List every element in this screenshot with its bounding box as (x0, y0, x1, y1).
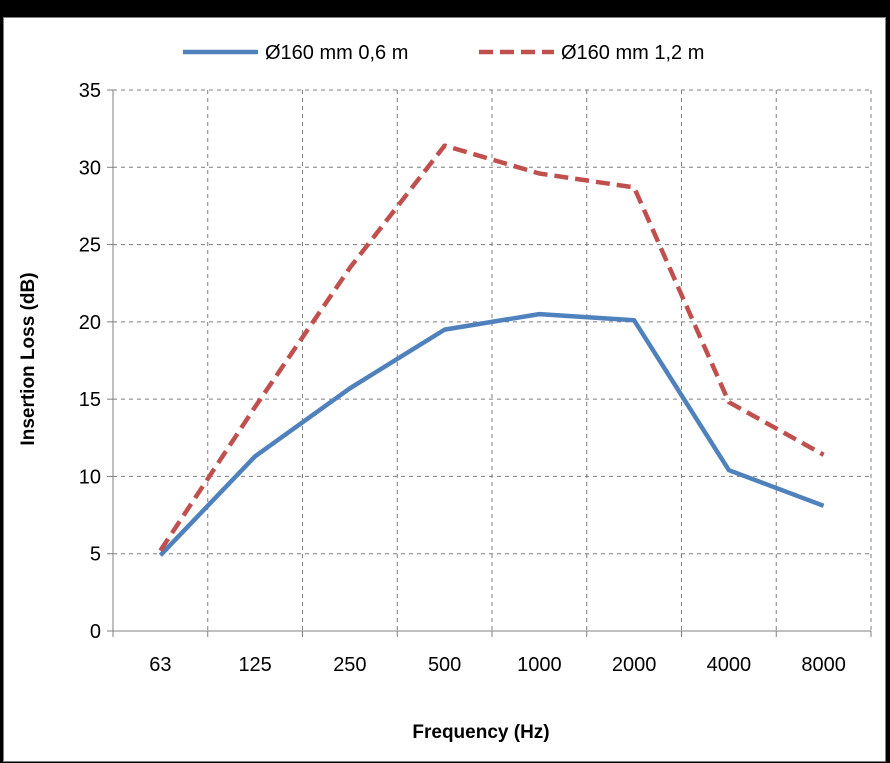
x-tick-label: 500 (428, 654, 461, 676)
y-tick-label: 5 (90, 544, 101, 566)
x-tick-label: 63 (149, 654, 171, 676)
legend: Ø160 mm 0,6 m Ø160 mm 1,2 m (183, 42, 704, 64)
y-tick-label: 30 (79, 157, 101, 179)
legend-label-1: Ø160 mm 0,6 m (265, 42, 408, 64)
y-tick-label: 0 (90, 621, 101, 643)
chart-frame (3, 17, 886, 762)
y-tick-label: 15 (79, 389, 101, 411)
series-line-1 (158, 311, 825, 557)
x-tick-label: 1000 (517, 654, 562, 676)
x-tick-label: 4000 (707, 654, 752, 676)
y-tick-labels: 0 5 10 15 20 25 30 35 (79, 80, 101, 643)
y-axis-title: Insertion Loss (dB) (18, 272, 39, 445)
x-tick-label: 2000 (612, 654, 657, 676)
x-tick-label: 250 (333, 654, 366, 676)
y-tick-label: 10 (79, 466, 101, 488)
x-tick-labels: 63 125 250 500 1000 2000 4000 8000 (149, 654, 846, 676)
y-tick-label: 25 (79, 235, 101, 257)
y-tick-label: 20 (79, 312, 101, 334)
legend-label-2: Ø160 mm 1,2 m (561, 42, 704, 64)
x-tick-label: 8000 (801, 654, 846, 676)
grid-lines (113, 89, 872, 631)
y-tick-label: 35 (79, 80, 101, 102)
series-line-2 (158, 143, 825, 552)
axes (107, 89, 872, 637)
x-tick-label: 125 (238, 654, 271, 676)
series-lines (158, 143, 825, 557)
top-band (0, 0, 890, 17)
x-axis-title: Frequency (Hz) (412, 722, 549, 743)
